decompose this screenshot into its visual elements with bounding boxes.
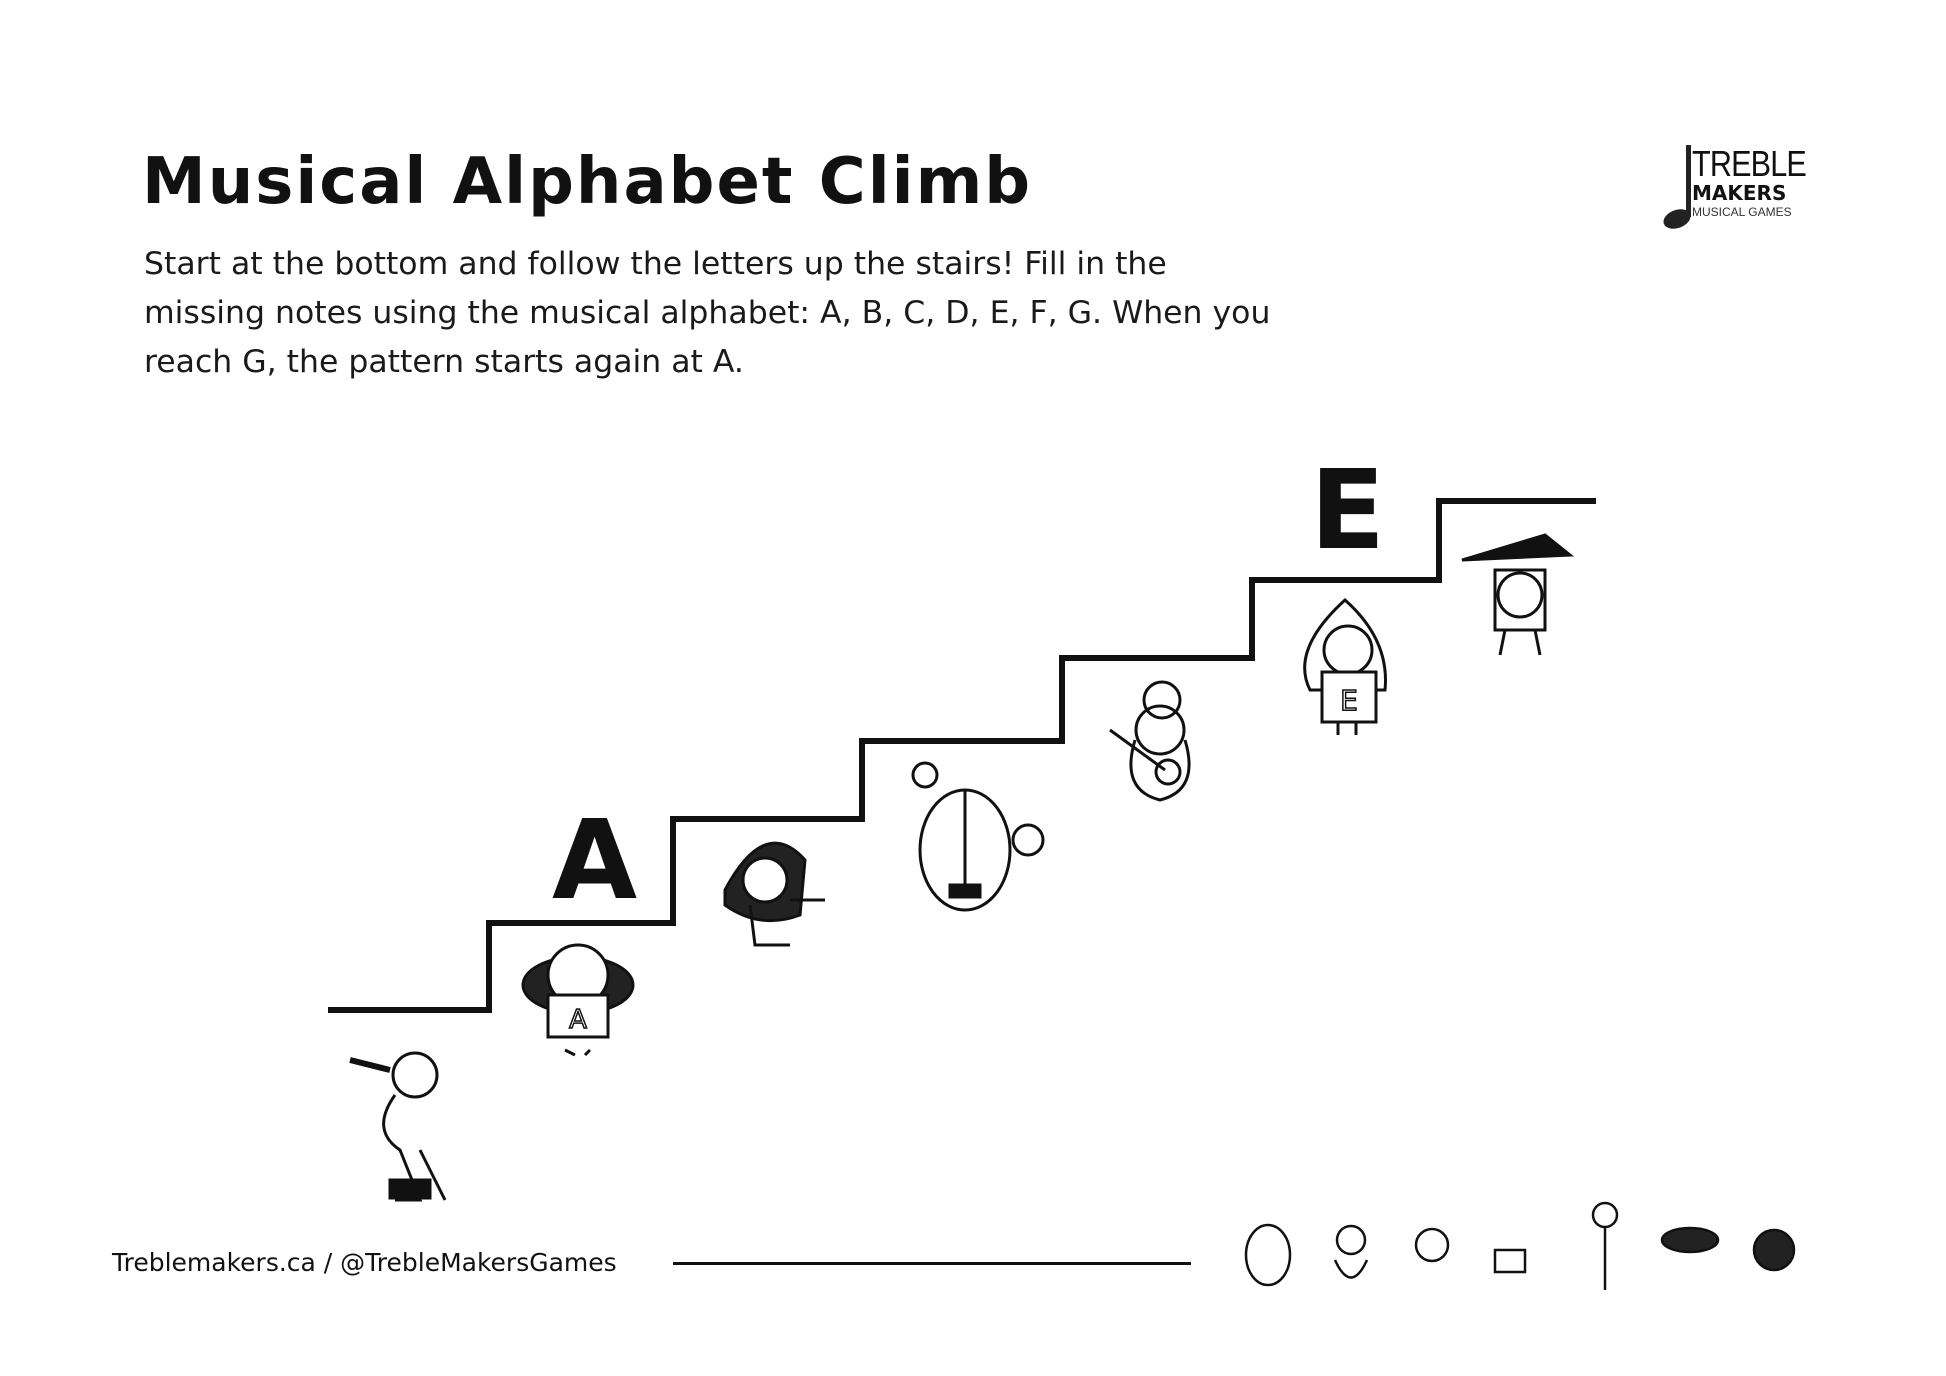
staircase-line [328, 498, 1596, 1013]
badge-letter-a: A [569, 1005, 587, 1035]
trumpet-player-character [349, 1051, 447, 1202]
step-letter-e: E [1310, 446, 1386, 574]
violinist-character [723, 841, 825, 947]
conductor-character [911, 761, 1045, 912]
badge-letter-e: E [1340, 684, 1358, 717]
logo-line1: TREBLE [1692, 143, 1807, 184]
character-holding-e-sign: E [1303, 597, 1387, 735]
footer-divider [673, 1262, 1191, 1265]
logo-line2: MAKERS [1692, 181, 1787, 205]
character-holding-a-sign: A [521, 943, 635, 1057]
hatted-character [1461, 533, 1575, 656]
footer-website: Treblemakers.ca / @TrebleMakersGames [112, 1248, 617, 1277]
footer-character-lineup [1244, 1201, 1796, 1290]
step-letter-a: A [552, 796, 638, 924]
guitarist-character [1109, 680, 1191, 802]
logo-line3: MUSICAL GAMES [1692, 205, 1792, 219]
eighth-note-icon [1663, 145, 1691, 229]
page-title: Musical Alphabet Climb [142, 145, 1033, 219]
treblemakers-logo: TREBLE MAKERS MUSICAL GAMES [1660, 143, 1830, 233]
instructions: Start at the bottom and follow the lette… [144, 246, 1271, 380]
